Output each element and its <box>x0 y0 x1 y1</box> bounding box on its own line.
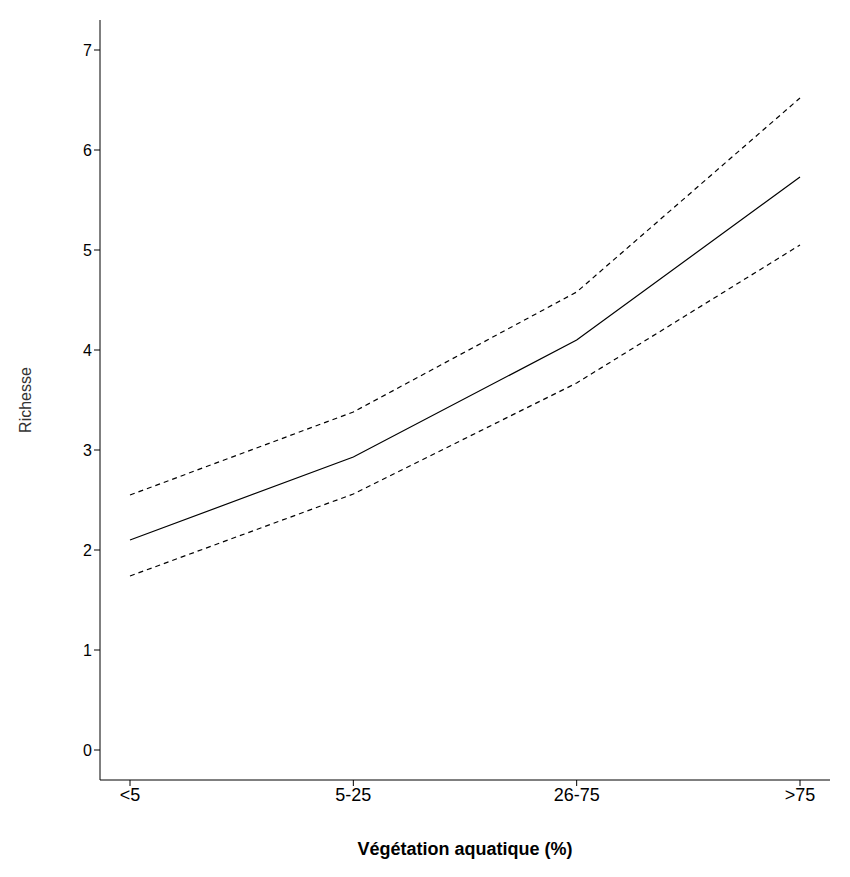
svg-text:4: 4 <box>83 342 92 359</box>
svg-text:1: 1 <box>83 642 92 659</box>
svg-text:>75: >75 <box>785 785 816 805</box>
svg-text:0: 0 <box>83 742 92 759</box>
svg-text:6: 6 <box>83 142 92 159</box>
svg-text:5-25: 5-25 <box>335 785 371 805</box>
svg-text:5: 5 <box>83 242 92 259</box>
svg-text:26-75: 26-75 <box>554 785 600 805</box>
svg-text:<5: <5 <box>120 785 141 805</box>
svg-text:3: 3 <box>83 442 92 459</box>
svg-text:2: 2 <box>83 542 92 559</box>
svg-text:7: 7 <box>83 42 92 59</box>
svg-text:Richesse: Richesse <box>17 367 34 433</box>
svg-text:Végétation aquatique (%): Végétation aquatique (%) <box>357 839 572 859</box>
